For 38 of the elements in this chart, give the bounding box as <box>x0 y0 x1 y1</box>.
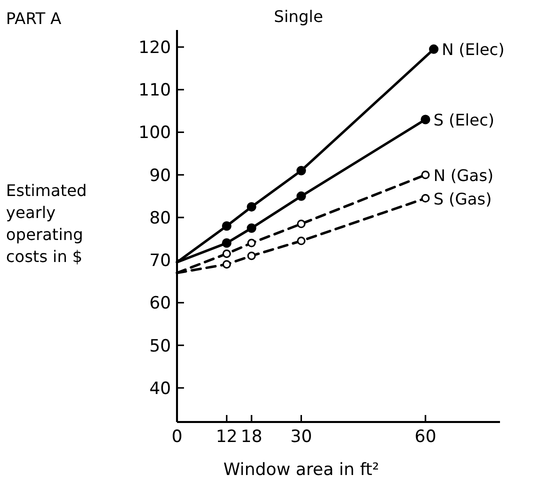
y-tick-label: 100 <box>138 123 171 144</box>
y-tick-label: 60 <box>149 294 171 314</box>
series-label: S (Gas) <box>433 189 492 208</box>
y-tick-label: 40 <box>149 378 171 399</box>
point <box>222 260 231 269</box>
point <box>420 114 430 124</box>
point <box>246 223 256 233</box>
x-axis-title: Window area in ft² <box>223 460 380 480</box>
series-label: S (Elec) <box>433 110 494 130</box>
y-axis-title: Estimated yearly operating costs in $ <box>6 181 87 266</box>
x-tick-label: 30 <box>290 427 312 447</box>
series-label: N (Elec) <box>442 40 504 60</box>
point <box>421 194 430 203</box>
point <box>296 166 306 176</box>
point <box>246 202 256 212</box>
point <box>222 238 232 248</box>
point <box>222 221 232 231</box>
point <box>296 220 306 228</box>
point <box>222 249 231 258</box>
x-tick-label: 0 <box>172 427 182 447</box>
text: PART A <box>6 9 62 28</box>
y-tick-label: 120 <box>138 38 171 58</box>
y-tick-label: 110 <box>138 80 171 101</box>
y-tick-label: 70 <box>149 251 171 272</box>
y-tick-label: 90 <box>149 166 171 186</box>
series-label: N (Gas) <box>433 166 494 185</box>
chart-title: Single <box>274 7 324 26</box>
y-tick-label: 80 <box>149 208 171 228</box>
point <box>296 236 306 246</box>
y-tick-label: 50 <box>149 336 171 356</box>
point <box>247 252 256 260</box>
point <box>421 170 430 180</box>
point <box>247 238 256 248</box>
point <box>428 44 438 54</box>
x-tick-label: 12 <box>216 427 238 447</box>
x-tick-label: 18 <box>240 427 262 447</box>
x-tick-label: 60 <box>414 427 436 447</box>
point <box>296 191 306 201</box>
